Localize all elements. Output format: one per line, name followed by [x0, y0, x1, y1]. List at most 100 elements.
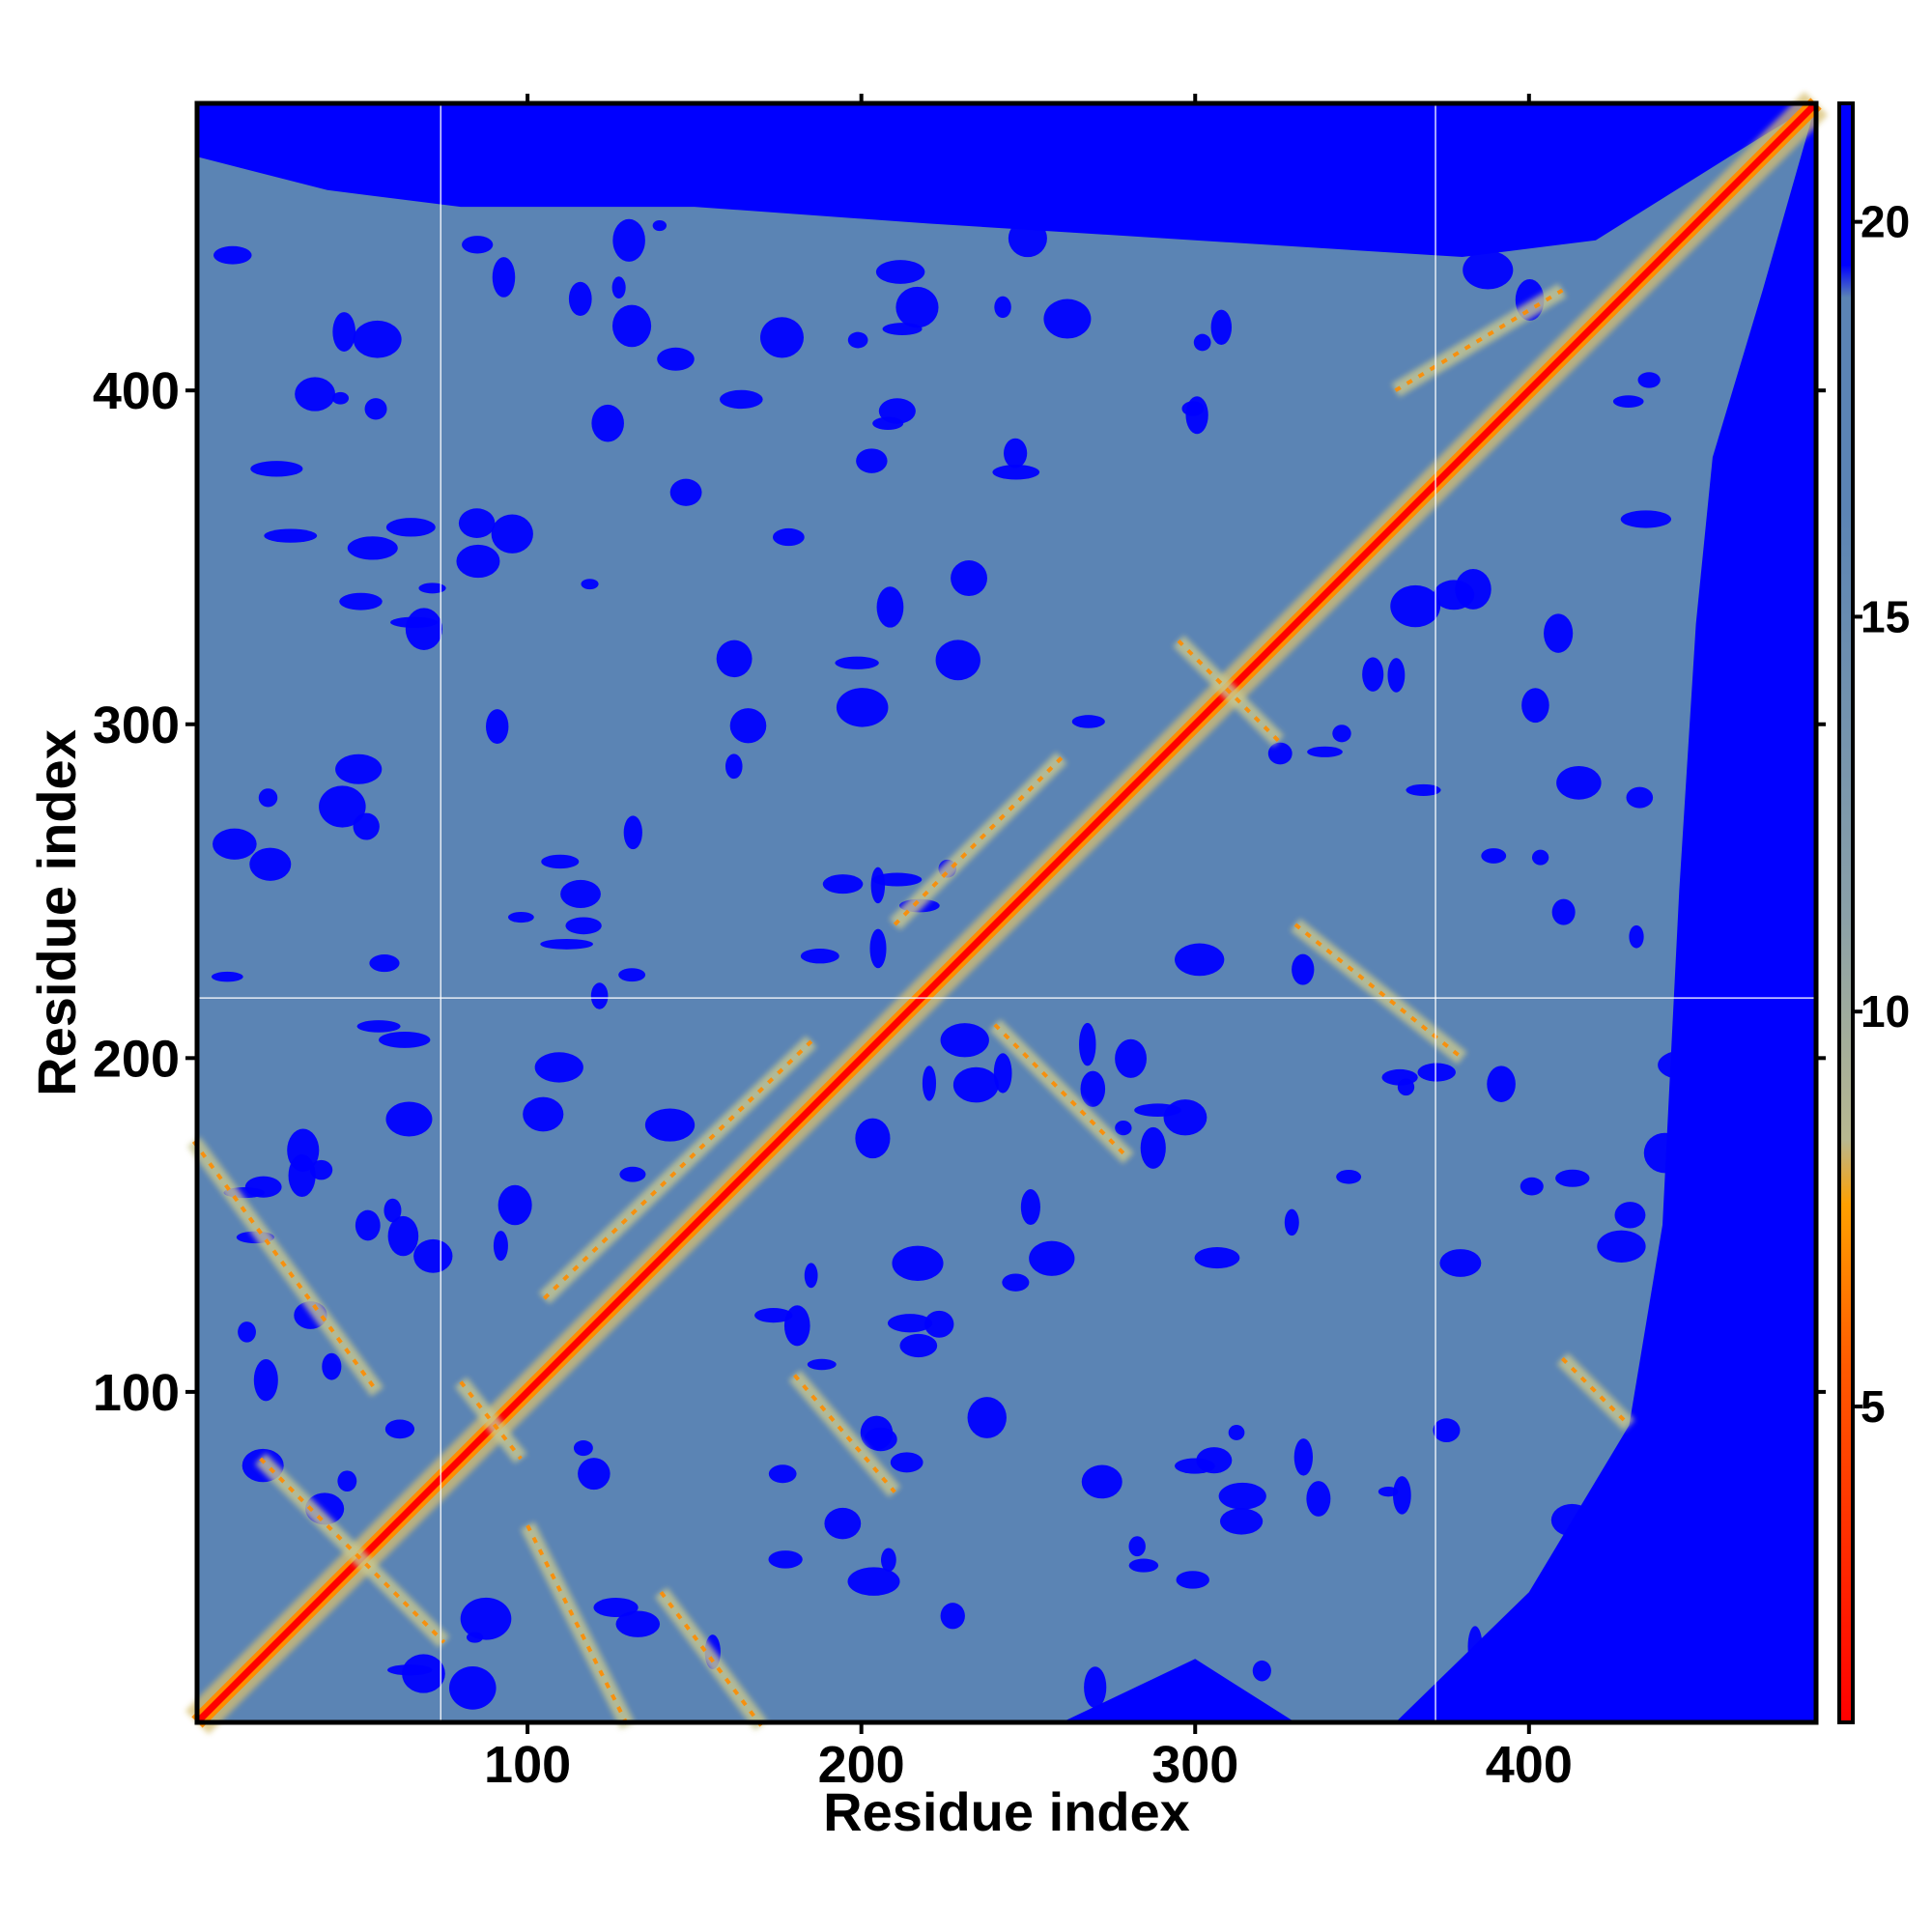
noise-patch: [657, 347, 695, 371]
noise-patch: [1417, 1063, 1456, 1082]
noise-patch: [760, 317, 805, 358]
noise-patch: [405, 608, 442, 650]
noise-patch: [1597, 1230, 1646, 1263]
y-axis: 100 200 300 400: [93, 362, 1826, 1422]
noise-patch: [211, 971, 243, 982]
noise-patch: [250, 461, 303, 477]
noise-patch: [322, 1352, 342, 1380]
noise-patch: [612, 218, 645, 262]
noise-patch: [565, 917, 602, 935]
noise-patch: [462, 236, 494, 254]
colorbar-ticks: 5 10 15 20: [1853, 197, 1910, 1432]
noise-patch: [332, 312, 356, 352]
noise-patch: [384, 1198, 402, 1223]
noise-patch: [238, 1321, 256, 1343]
noise-patch: [491, 514, 533, 554]
noise-patch: [800, 949, 839, 964]
noise-patch: [1656, 1668, 1674, 1701]
noise-patch: [1284, 1208, 1299, 1236]
noise-patch: [876, 586, 904, 628]
noise-patch: [1199, 1672, 1221, 1704]
noise-patch: [337, 1470, 357, 1492]
noise-patch: [611, 304, 652, 348]
strand-pair: [1394, 288, 1564, 392]
noise-patch: [497, 1184, 532, 1226]
noise-patch: [1332, 724, 1351, 743]
noise-patch: [493, 1231, 508, 1262]
noise-patch: [213, 828, 257, 860]
noise-patch: [264, 528, 318, 543]
contact-features: [185, 91, 1829, 1735]
noise-patch: [1043, 298, 1092, 339]
noise-patch: [540, 938, 593, 950]
noise-patch: [1219, 1508, 1264, 1535]
noise-patch: [1406, 783, 1441, 796]
x-tick-label: 300: [1151, 1736, 1238, 1794]
noise-patch: [716, 639, 753, 678]
noise-patch: [1115, 1038, 1147, 1078]
strand-pair: [1293, 923, 1463, 1060]
noise-patch: [581, 579, 599, 590]
noise-patch: [644, 1108, 696, 1142]
noise-patch: [507, 911, 534, 923]
noise-patch: [1267, 742, 1293, 765]
noise-patch: [339, 592, 383, 611]
noise-patch: [847, 1567, 900, 1596]
noise-patch: [1115, 1121, 1132, 1136]
noise-patch: [952, 1066, 999, 1103]
noise-patch: [1079, 1022, 1096, 1066]
noise-patch: [924, 1310, 954, 1338]
noise-patch: [768, 1464, 797, 1484]
noise-patch: [1002, 1273, 1030, 1292]
noise-patch: [1555, 1169, 1590, 1187]
noise-patch: [1614, 1202, 1646, 1229]
noise-patch: [804, 1263, 818, 1289]
y-tick-label: 400: [93, 362, 180, 420]
noise-patch: [1252, 1660, 1271, 1682]
noise-patch: [591, 404, 624, 442]
noise-patch: [1463, 250, 1514, 290]
noise-patch: [486, 709, 509, 745]
noise-patches: [211, 218, 1710, 1710]
noise-patch: [611, 276, 626, 299]
strand-pair: [993, 1023, 1130, 1160]
noise-patch: [870, 867, 886, 904]
noise-patch: [385, 518, 436, 537]
noise-patch: [1544, 613, 1574, 653]
noise-patch: [887, 1314, 933, 1333]
noise-patch: [1556, 765, 1602, 800]
noise-patch: [1081, 1464, 1122, 1499]
noise-patch: [213, 245, 252, 265]
noise-patch: [1020, 1189, 1040, 1226]
noise-patch: [369, 954, 400, 973]
noise-patch: [1626, 786, 1654, 809]
noise-patch: [1550, 1503, 1594, 1537]
noise-patch: [1174, 1458, 1215, 1474]
noise-patch: [1134, 1103, 1181, 1118]
colorbar: [1837, 101, 1855, 1724]
x-tick-label: 400: [1486, 1736, 1573, 1794]
colorbar-tick-label: 15: [1861, 591, 1910, 641]
y-tick-label: 300: [93, 696, 180, 754]
noise-patch: [253, 1358, 278, 1402]
noise-patch: [593, 1598, 639, 1618]
noise-patch: [1643, 1132, 1687, 1174]
x-tick-label: 100: [484, 1736, 571, 1794]
noise-patch: [1658, 1050, 1710, 1080]
noise-patch: [824, 1507, 862, 1540]
noise-patch: [384, 1419, 415, 1439]
noise-patch: [385, 1101, 433, 1137]
noise-patch: [460, 1597, 512, 1640]
plot-frame: [194, 100, 1819, 1725]
noise-patch: [458, 508, 496, 538]
noise-patch: [355, 1209, 381, 1241]
noise-patch: [1630, 1666, 1661, 1695]
noise-patch: [895, 286, 939, 328]
noise-patch: [1632, 1564, 1679, 1577]
x-tick-label: 200: [818, 1736, 905, 1794]
noise-patch: [892, 1245, 944, 1281]
strand-pair: [459, 1380, 523, 1461]
noise-patch: [1508, 1614, 1549, 1632]
noise-patch: [855, 1118, 891, 1159]
